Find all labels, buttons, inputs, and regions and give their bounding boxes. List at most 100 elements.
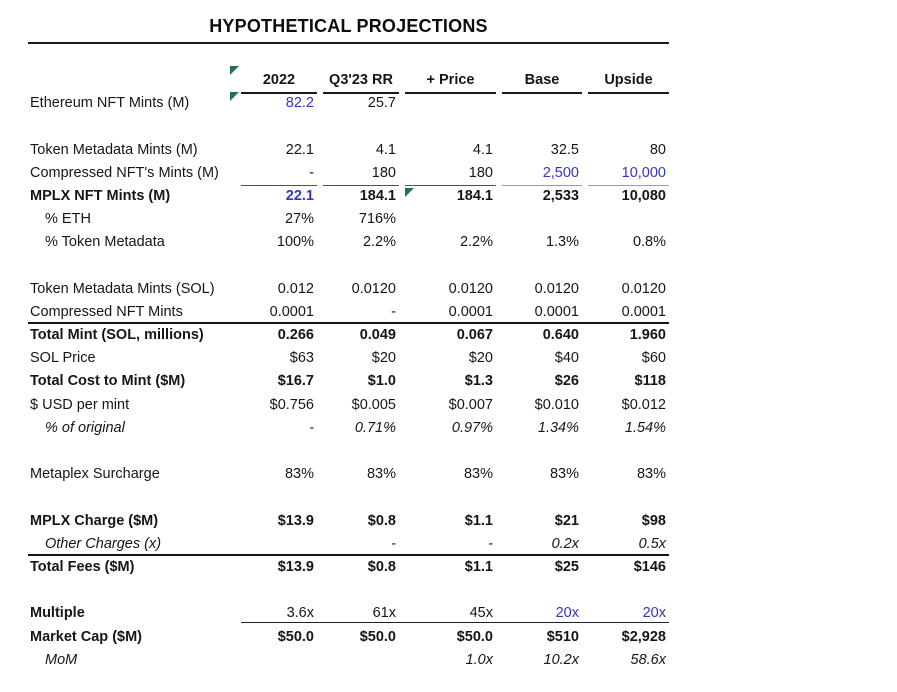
cell: - xyxy=(488,535,493,552)
table-row: Ethereum NFT Mints (M) 82.2 25.7 xyxy=(28,92,669,115)
cell: 25.7 xyxy=(367,95,396,112)
row-label: MoM xyxy=(45,651,78,668)
cell: 22.1 xyxy=(285,141,314,158)
cell: $0.8 xyxy=(367,512,396,529)
cell: $20 xyxy=(371,350,396,367)
spacer-row xyxy=(28,255,669,278)
cell xyxy=(241,649,317,672)
column-header-upside: Upside xyxy=(588,69,669,95)
cell: $13.9 xyxy=(277,512,314,529)
cell: 100% xyxy=(276,234,314,251)
table-row: Multiple 3.6x 61x 45x 20x 20x xyxy=(28,602,669,625)
cell: 0.0120 xyxy=(448,280,493,297)
table-body: Ethereum NFT Mints (M) 82.2 25.7 Token Meta… xyxy=(28,92,669,672)
cell: 1.3% xyxy=(545,234,579,251)
cell: $50.0 xyxy=(277,628,314,645)
cell: $0.012 xyxy=(621,396,666,413)
cell: $0.005 xyxy=(351,396,396,413)
row-label: Market Cap ($M) xyxy=(30,628,142,645)
table-row: MPLX NFT Mints (M) 22.1 184.1 184.1 2,533 10,… xyxy=(28,185,669,208)
cell: 27% xyxy=(284,211,314,228)
cell: 0.0120 xyxy=(534,280,579,297)
cell: 0.0001 xyxy=(621,303,666,320)
table-row: Token Metadata Mints (SOL) 0.012 0.0120 0.0… xyxy=(28,278,669,301)
row-label: % of original xyxy=(45,419,125,436)
cell: 61x xyxy=(372,605,396,622)
cell: $0.8 xyxy=(367,558,396,575)
spacer-row xyxy=(28,486,669,509)
column-header-base: Base xyxy=(502,69,582,95)
row-label: Total Cost to Mint ($M) xyxy=(30,373,186,390)
cell: $20 xyxy=(468,350,493,367)
cell: 45x xyxy=(469,605,493,622)
cell: $50.0 xyxy=(456,628,493,645)
row-label: Token Metadata Mints (SOL) xyxy=(30,280,215,297)
cell: $118 xyxy=(634,373,666,390)
cell: 184.1 xyxy=(456,187,493,204)
row-label: Token Metadata Mints (M) xyxy=(30,141,198,158)
cell: 716% xyxy=(358,211,396,228)
cell: - xyxy=(391,535,396,552)
header-spacer xyxy=(28,69,235,94)
cell: - xyxy=(309,419,314,436)
cell: 0.0120 xyxy=(351,280,396,297)
row-label: Other Charges (x) xyxy=(45,535,162,552)
cell: $0.756 xyxy=(269,396,314,413)
cell: $98 xyxy=(641,512,666,529)
table-row: % Token Metadata 100% 2.2% 2.2% 1.3% 0.8% xyxy=(28,231,669,254)
cell: 3.6x xyxy=(286,605,314,622)
cell xyxy=(588,92,669,115)
formula-flag-icon xyxy=(405,188,414,197)
cell: 80 xyxy=(649,141,666,158)
table-row: MPLX Charge ($M) $13.9 $0.8 $1.1 $21 $98 xyxy=(28,510,669,533)
column-header-2022: 2022 xyxy=(241,69,317,95)
cell: 22.1 xyxy=(285,187,314,204)
cell: 83% xyxy=(463,466,493,483)
cell: 0.5x xyxy=(638,535,666,552)
cell: 2,533 xyxy=(542,187,579,204)
cell: 4.1 xyxy=(472,141,493,158)
cell: $1.1 xyxy=(464,558,493,575)
row-label: Ethereum NFT Mints (M) xyxy=(30,95,190,112)
cell: 82.2 xyxy=(285,95,314,112)
cell: $50.0 xyxy=(359,628,396,645)
cell: 180 xyxy=(323,162,399,186)
table-row: Total Fees ($M) $13.9 $0.8 $1.1 $25 $146 xyxy=(28,556,669,579)
cell: 0.049 xyxy=(359,327,396,344)
table-row: Total Cost to Mint ($M) $16.7 $1.0 $1.3 $26 $… xyxy=(28,370,669,393)
cell: 0.0001 xyxy=(269,303,314,320)
cell: 0.266 xyxy=(277,327,314,344)
table-row: % ETH 27% 716% xyxy=(28,208,669,231)
cell: 0.2x xyxy=(551,535,579,552)
page-title: HYPOTHETICAL PROJECTIONS xyxy=(209,16,488,36)
table-row: Other Charges (x) - - 0.2x 0.5x xyxy=(28,533,669,556)
cell: 10,000 xyxy=(588,162,669,186)
row-label: Total Mint (SOL, millions) xyxy=(30,327,204,344)
cell: $0.007 xyxy=(448,396,493,413)
table-row: $ USD per mint $0.756 $0.005 $0.007 $0.010 $0… xyxy=(28,394,669,417)
cell: - xyxy=(241,162,317,186)
cell: 1.0x xyxy=(465,651,493,668)
row-label: % ETH xyxy=(45,211,91,228)
title-divider xyxy=(28,42,669,44)
cell: 180 xyxy=(405,162,496,186)
cell: 0.8% xyxy=(632,234,666,251)
cell: 2.2% xyxy=(362,234,396,251)
table-row: Compressed NFT's Mints (M) -180 180 2,500 10… xyxy=(28,162,669,186)
cell: $16.7 xyxy=(277,373,314,390)
row-label: $ USD per mint xyxy=(30,396,130,413)
projections-sheet: HYPOTHETICAL PROJECTIONS 2022 Q3'23 RR +… xyxy=(28,14,669,672)
cell: 0.012 xyxy=(277,280,314,297)
row-label: Metaplex Surcharge xyxy=(30,466,160,483)
multiple-row-divider xyxy=(241,622,669,623)
cell: $1.1 xyxy=(464,512,493,529)
spacer-row xyxy=(28,115,669,138)
cell: 10.2x xyxy=(543,651,579,668)
cell: $2,928 xyxy=(621,628,666,645)
cell: 0.0120 xyxy=(621,280,666,297)
cell: $21 xyxy=(554,512,579,529)
cell: 0.067 xyxy=(456,327,493,344)
cell: 83% xyxy=(366,466,396,483)
row-label: MPLX Charge ($M) xyxy=(30,512,159,529)
cell: $13.9 xyxy=(277,558,314,575)
